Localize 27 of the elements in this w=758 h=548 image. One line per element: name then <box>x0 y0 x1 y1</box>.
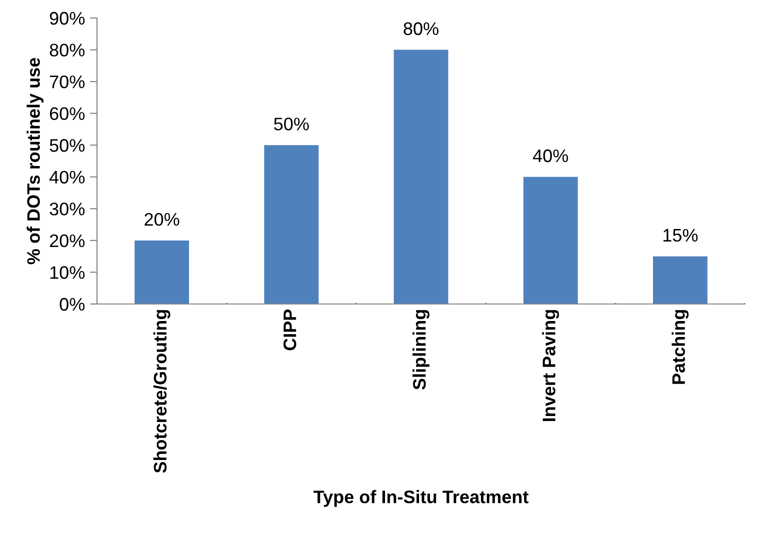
x-tick-label: Shotcrete/Grouting <box>153 310 170 473</box>
bar <box>264 145 319 304</box>
y-tick-label: 40% <box>49 170 85 184</box>
x-tick-label: Invert Paving <box>542 310 560 422</box>
bar <box>394 50 448 304</box>
data-label: 40% <box>532 149 568 162</box>
data-label: 15% <box>664 228 698 242</box>
y-tick-label: 30% <box>50 202 85 216</box>
y-tick-label: 10% <box>50 266 85 279</box>
data-label: 80% <box>404 22 438 36</box>
y-tick-label: 60% <box>50 107 85 120</box>
bar <box>134 240 190 304</box>
y-tick-label: 20% <box>50 234 85 248</box>
data-label: 50% <box>274 118 309 130</box>
x-axis-title: Type of In-Situ Treatment <box>314 490 528 507</box>
y-axis-title: % of DOTs routinely use <box>26 58 44 264</box>
bar <box>652 256 708 304</box>
y-tick-label: 0% <box>60 298 85 311</box>
y-tick-label: 70% <box>50 75 85 88</box>
x-tick-label: CIPP <box>283 309 296 350</box>
bar <box>523 176 578 304</box>
x-tick-label: Patching <box>672 310 689 384</box>
data-label: 20% <box>144 212 180 226</box>
y-tick-label: 50% <box>50 139 85 152</box>
x-tick-label: Sliplining <box>412 310 430 390</box>
y-tick-label: 90% <box>50 12 85 25</box>
y-tick-label: 80% <box>50 44 85 56</box>
